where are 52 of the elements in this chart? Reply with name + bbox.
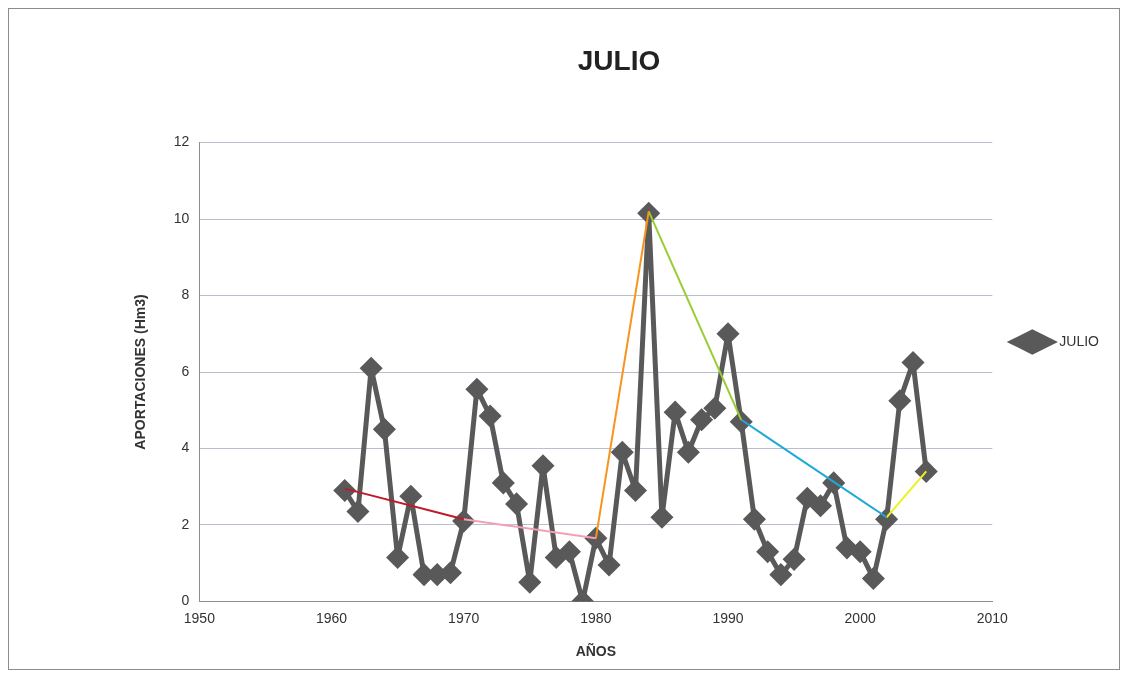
x-tick-label: 1990 (712, 609, 744, 626)
x-tick-label: 2000 (844, 609, 876, 626)
point (558, 541, 580, 563)
y-tick-label: 0 (181, 592, 190, 609)
point (810, 495, 832, 517)
x-tick-label: 1970 (448, 609, 480, 626)
chart-title: JULIO (577, 44, 661, 76)
point (625, 480, 646, 502)
point (360, 357, 382, 379)
x-tick-label: 2010 (976, 609, 1009, 626)
point (479, 405, 501, 427)
point (466, 378, 488, 400)
point (796, 487, 818, 509)
x-tick-label: 1980 (580, 609, 612, 626)
point (704, 397, 726, 419)
point (400, 485, 422, 507)
x-tick-label: 1950 (183, 609, 216, 626)
y-tick-label: 2 (181, 515, 190, 532)
point (915, 460, 937, 482)
point (783, 548, 805, 570)
point (387, 546, 409, 568)
point (651, 506, 673, 528)
y-tick-label: 6 (181, 362, 190, 379)
y-tick-label: 8 (181, 286, 190, 303)
point (677, 441, 699, 463)
point (691, 409, 713, 431)
point (849, 541, 871, 563)
point (611, 441, 633, 463)
point (598, 554, 620, 576)
y-tick-label: 10 (173, 209, 190, 226)
point (770, 564, 792, 586)
point (902, 351, 924, 373)
point (889, 390, 911, 412)
x-tick-label: 1960 (315, 609, 348, 626)
y-tick-label: 4 (181, 439, 190, 456)
y-axis-title: APORTACIONES (Hm3) (132, 294, 149, 450)
point (506, 493, 528, 515)
point (757, 541, 779, 563)
point (373, 418, 395, 440)
point (532, 455, 554, 477)
point (664, 401, 686, 423)
point (492, 472, 514, 494)
point (545, 546, 567, 568)
x-axis-title: AÑOS (575, 642, 617, 660)
point (347, 501, 369, 523)
point (862, 567, 884, 589)
point (717, 323, 739, 345)
point (743, 508, 765, 530)
legend-label: JULIO (1059, 332, 1100, 349)
point (519, 571, 541, 593)
point (836, 537, 858, 559)
y-tick-label: 12 (173, 133, 190, 150)
